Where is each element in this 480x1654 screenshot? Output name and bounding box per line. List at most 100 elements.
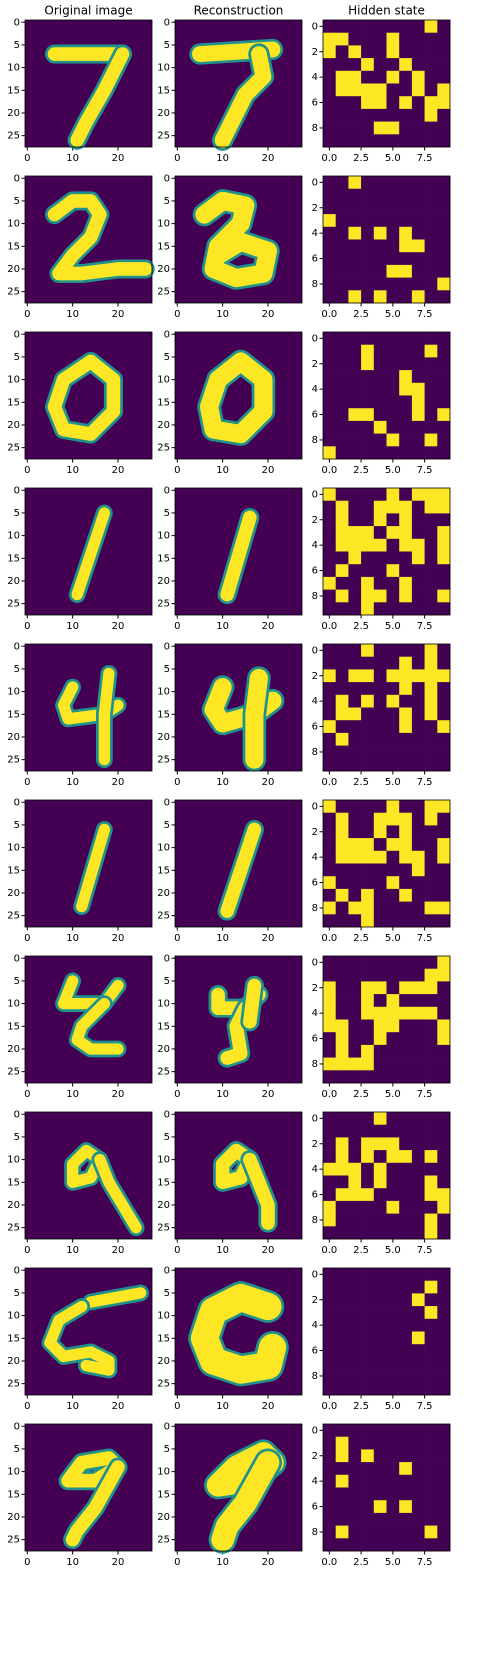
state-cell — [361, 226, 375, 240]
state-cell — [411, 1032, 425, 1046]
state-cell — [373, 1070, 387, 1084]
state-cell — [437, 446, 451, 460]
state-cell — [386, 1382, 400, 1396]
state-cell — [399, 214, 413, 228]
state-cell — [399, 1369, 413, 1383]
state-cell — [348, 96, 362, 110]
y-tick-label: 10 — [7, 1155, 20, 1166]
state-cell — [399, 201, 413, 215]
y-tick-label: 0 — [312, 177, 318, 188]
state-cell — [386, 214, 400, 228]
state-cell — [411, 901, 425, 915]
state-cell — [323, 58, 336, 72]
state-cell — [361, 1044, 375, 1058]
state-cell — [386, 1331, 400, 1345]
state-cell — [399, 446, 413, 460]
state-cell — [437, 994, 451, 1008]
axes-frame — [24, 1423, 153, 1552]
y-tick-label: 20 — [7, 108, 20, 119]
state-cell — [437, 1449, 451, 1463]
y-tick-label: 8 — [312, 903, 318, 914]
state-cell — [361, 1150, 375, 1164]
state-cell — [348, 538, 362, 552]
state-cell — [399, 96, 413, 110]
state-cell — [323, 277, 336, 291]
x-tick-label: 20 — [262, 1245, 275, 1256]
state-cell — [399, 1032, 413, 1046]
state-cell — [373, 121, 387, 135]
state-cell — [386, 1462, 400, 1476]
state-cell — [399, 564, 413, 578]
state-cell — [323, 800, 336, 813]
digit-stroke — [98, 667, 115, 766]
state-cell — [323, 1525, 336, 1539]
state-cell — [323, 1436, 336, 1450]
state-cell — [411, 1538, 425, 1552]
axes-frame — [322, 331, 451, 460]
state-cell — [424, 812, 438, 826]
state-cell — [386, 812, 400, 826]
state-cell — [399, 1356, 413, 1370]
state-cell — [424, 264, 438, 278]
y-tick-label: 0 — [164, 797, 170, 808]
state-cell — [437, 644, 451, 657]
x-tick-label: 0.0 — [321, 1245, 337, 1256]
column-title: Hidden state — [348, 4, 425, 18]
state-cell — [424, 838, 438, 852]
state-cell — [373, 576, 387, 590]
state-cell — [411, 395, 425, 409]
y-tick-label: 8 — [312, 591, 318, 602]
y-tick-label: 0 — [14, 1109, 20, 1120]
state-cell — [399, 1268, 413, 1281]
state-cell — [335, 1293, 349, 1307]
state-cell — [424, 1137, 438, 1151]
x-tick-label: 0 — [174, 1557, 180, 1568]
state-cell — [411, 720, 425, 734]
y-tick-label: 5 — [164, 1288, 170, 1299]
state-cell — [437, 1382, 451, 1396]
y-tick-label: 6 — [312, 722, 318, 733]
y-tick-label: 6 — [312, 410, 318, 421]
y-tick-label: 5 — [14, 1444, 20, 1455]
state-cell — [361, 500, 375, 514]
x-tick-label: 0 — [174, 153, 180, 164]
state-cell — [361, 526, 375, 540]
state-cell — [323, 1474, 336, 1488]
digit-stroke — [71, 507, 111, 601]
state-cell — [437, 252, 451, 266]
state-cell — [323, 876, 336, 890]
digit-stroke — [220, 822, 262, 918]
state-cell — [361, 1070, 375, 1084]
y-tick-label: 25 — [7, 599, 20, 610]
state-cell — [361, 981, 375, 995]
state-cell — [335, 370, 349, 384]
x-tick-label: 20 — [262, 1557, 275, 1568]
y-tick-label: 15 — [157, 1489, 170, 1500]
state-cell — [348, 526, 362, 540]
state-cell — [424, 1268, 438, 1281]
state-cell — [361, 564, 375, 578]
state-cell — [348, 344, 362, 358]
state-cell — [323, 1382, 336, 1396]
y-tick-label: 20 — [7, 420, 20, 431]
digit-stroke — [195, 191, 278, 288]
state-cell — [411, 290, 425, 304]
state-cell — [373, 382, 387, 396]
state-cell — [411, 45, 425, 59]
y-tick-label: 10 — [157, 1311, 170, 1322]
state-cell — [348, 1175, 362, 1189]
x-tick-label: 10 — [216, 933, 229, 944]
state-cell — [399, 488, 413, 501]
state-cell — [411, 32, 425, 46]
state-cell — [424, 1525, 438, 1539]
state-cell — [386, 433, 400, 447]
state-cell — [437, 876, 451, 890]
axes-frame — [322, 487, 451, 616]
state-cell — [386, 669, 400, 683]
state-cell — [399, 707, 413, 721]
state-cell — [361, 812, 375, 826]
state-cell — [361, 70, 375, 84]
state-cell — [373, 513, 387, 527]
state-cell — [424, 745, 438, 759]
state-cell — [348, 994, 362, 1008]
